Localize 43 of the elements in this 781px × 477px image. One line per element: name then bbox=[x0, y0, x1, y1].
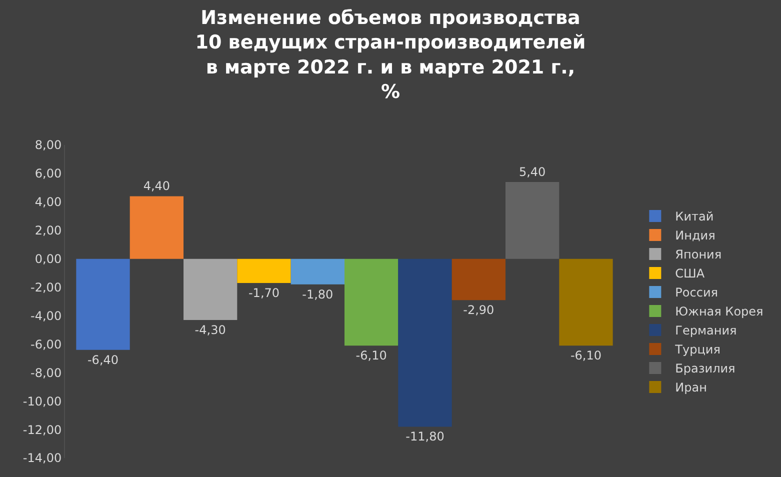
y-tick-label: 2,00 bbox=[34, 224, 62, 238]
data-label: -1,80 bbox=[302, 287, 334, 302]
bar bbox=[76, 258, 130, 350]
y-tick-label: 4,00 bbox=[34, 195, 62, 210]
y-tick-label: -2,00 bbox=[30, 280, 62, 294]
bar bbox=[344, 258, 398, 346]
chart-title: Изменение объемов производства 10 ведущих стран-производителей в марте 2022 г. и в марте 2021 г., % bbox=[195, 6, 586, 103]
y-tick-label: 0,00 bbox=[34, 252, 62, 266]
bar bbox=[398, 258, 452, 427]
bar bbox=[130, 196, 184, 259]
legend-label: Южная Корея bbox=[675, 304, 764, 319]
data-label: 5,40 bbox=[518, 164, 546, 179]
legend-label: Турция bbox=[674, 342, 720, 357]
legend-label: Бразилия bbox=[675, 362, 736, 376]
legend-label: Китай bbox=[675, 210, 714, 224]
legend-label: Индия bbox=[675, 228, 716, 243]
y-tick-label: -14,00 bbox=[22, 451, 62, 466]
bar bbox=[290, 258, 344, 284]
y-tick-label: -4,00 bbox=[30, 308, 62, 323]
legend-label: США bbox=[675, 266, 706, 281]
legend-label: Германия bbox=[675, 324, 737, 338]
data-label: -6,40 bbox=[87, 352, 119, 367]
bar bbox=[184, 258, 238, 320]
data-label: -2,90 bbox=[463, 303, 494, 318]
y-tick-label: -12,00 bbox=[22, 422, 62, 437]
data-label: 4,40 bbox=[143, 179, 170, 194]
data-label: -4,30 bbox=[194, 323, 226, 337]
legend-label: Япония bbox=[675, 248, 722, 262]
bar bbox=[505, 182, 560, 259]
legend-label: Россия bbox=[675, 286, 718, 300]
y-tick-label: -10,00 bbox=[22, 394, 62, 408]
y-tick-label: 6,00 bbox=[34, 166, 62, 181]
bar bbox=[237, 258, 291, 283]
y-tick-label: -6,00 bbox=[30, 337, 62, 352]
y-tick-label: 8,00 bbox=[34, 138, 62, 152]
data-label: -6,10 bbox=[356, 348, 387, 363]
bar bbox=[452, 258, 506, 300]
data-label: -11,80 bbox=[406, 430, 444, 444]
data-label: -1,70 bbox=[248, 286, 280, 300]
y-tick-label: -8,00 bbox=[30, 366, 62, 380]
bar bbox=[559, 258, 613, 346]
legend-label: Иран bbox=[675, 380, 707, 395]
data-label: -6,10 bbox=[570, 348, 602, 363]
